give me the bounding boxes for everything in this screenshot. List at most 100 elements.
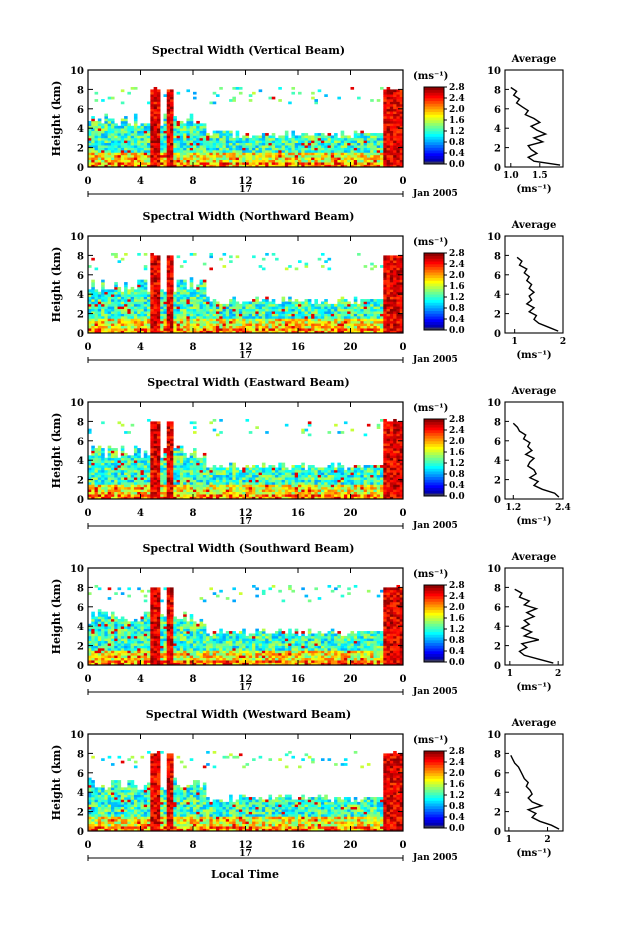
heatmap-cell: [225, 489, 230, 493]
heatmap-cell: [179, 452, 184, 456]
heatmap-cell: [199, 152, 204, 156]
heatmap-cell: [235, 255, 240, 259]
heatmap-cell: [189, 145, 194, 148]
heatmap-cell: [294, 135, 299, 139]
heatmap-cell: [281, 325, 286, 329]
heatmap-cell: [222, 494, 227, 497]
heatmap-cell: [199, 128, 204, 131]
heatmap-cell: [393, 120, 397, 124]
heatmap-cell: [104, 316, 108, 319]
heatmap-cell: [288, 486, 292, 490]
heatmap-cell: [150, 448, 154, 451]
heatmap-cell: [120, 482, 125, 485]
heatmap-cell: [140, 460, 145, 463]
heatmap-cell: [156, 89, 161, 93]
heatmap-cell: [334, 159, 338, 163]
heatmap-cell: [370, 325, 374, 329]
heatmap-cell: [114, 474, 118, 478]
heatmap-cell: [265, 469, 269, 473]
heatmap-cell: [124, 320, 128, 324]
heatmap-cell: [120, 311, 125, 314]
heatmap-cell: [245, 164, 250, 168]
heatmap-cell: [311, 157, 315, 161]
heatmap-cell: [317, 140, 322, 144]
heatmap-cell: [209, 147, 213, 151]
heatmap-cell: [245, 465, 250, 468]
heatmap-cell: [258, 328, 263, 331]
heatmap-cell: [117, 137, 122, 141]
heatmap-cell: [137, 294, 141, 297]
heatmap-cell: [255, 162, 259, 165]
heatmap-cell: [137, 308, 141, 312]
heatmap-cell: [183, 318, 187, 322]
heatmap-cell: [156, 103, 161, 107]
heatmap-cell: [399, 137, 404, 141]
heatmap-cell: [153, 113, 158, 117]
x-tick-label: 0: [400, 342, 407, 353]
heatmap-cell: [215, 474, 220, 478]
heatmap-cell: [396, 318, 401, 322]
heatmap-cell: [137, 465, 141, 468]
heatmap-cell: [199, 301, 204, 305]
heatmap-cell: [314, 482, 318, 485]
heatmap-cell: [229, 469, 233, 473]
heatmap-cell: [173, 474, 177, 478]
heatmap-cell: [147, 150, 151, 153]
heatmap-cell: [88, 313, 92, 317]
heatmap-cell: [215, 313, 220, 317]
heatmap-cell: [163, 296, 168, 300]
heatmap-cell: [193, 465, 197, 468]
heatmap-cell: [133, 313, 138, 317]
heatmap-cell: [265, 306, 269, 310]
heatmap-cell: [114, 489, 118, 493]
heatmap-cell: [386, 274, 391, 278]
heatmap-cell: [386, 147, 391, 151]
heatmap-cell: [150, 313, 154, 317]
heatmap-cell: [212, 157, 217, 161]
heatmap-cell: [166, 431, 171, 434]
heatmap-cell: [271, 474, 276, 478]
heatmap-cell: [88, 462, 92, 466]
heatmap-cell: [101, 462, 105, 466]
heatmap-cell: [275, 147, 279, 151]
heatmap-cell: [245, 135, 250, 139]
x-tick-label: 16: [291, 342, 305, 353]
heatmap-cell: [101, 130, 105, 134]
heatmap-cell: [150, 328, 154, 331]
heatmap-cell: [137, 286, 141, 290]
heatmap-cell: [193, 159, 197, 163]
heatmap-cell: [225, 130, 230, 134]
heatmap-cell: [150, 299, 154, 302]
heatmap-cell: [340, 140, 345, 144]
heatmap-cell: [170, 133, 174, 136]
heatmap-cell: [91, 494, 95, 497]
heatmap-cell: [271, 162, 276, 165]
heatmap-cell: [130, 486, 135, 490]
heatmap-cell: [147, 154, 151, 158]
heatmap-cell: [350, 162, 355, 165]
heatmap-cell: [127, 311, 131, 314]
heatmap-cell: [225, 162, 230, 165]
heatmap-cell: [373, 140, 378, 144]
heatmap-cell: [127, 147, 131, 151]
heatmap-cell: [199, 469, 204, 473]
heatmap-cell: [330, 147, 335, 151]
heatmap-cell: [153, 99, 158, 102]
heatmap-cell: [314, 308, 318, 312]
heatmap-cell: [176, 164, 181, 168]
heatmap-cell: [327, 318, 332, 322]
heatmap-cell: [156, 294, 161, 297]
heatmap-cell: [179, 299, 184, 302]
heatmap-cell: [130, 137, 135, 141]
heatmap-cell: [110, 486, 115, 490]
heatmap-cell: [189, 286, 194, 290]
heatmap-cell: [383, 89, 387, 93]
heatmap-cell: [150, 308, 154, 312]
colorbar-swatch: [424, 98, 444, 102]
heatmap-cell: [140, 316, 145, 319]
heatmap-cell: [156, 479, 161, 483]
heatmap-cell: [232, 99, 236, 102]
heatmap-cell: [104, 477, 108, 480]
heatmap-cell: [242, 479, 246, 483]
heatmap-cell: [202, 455, 207, 459]
